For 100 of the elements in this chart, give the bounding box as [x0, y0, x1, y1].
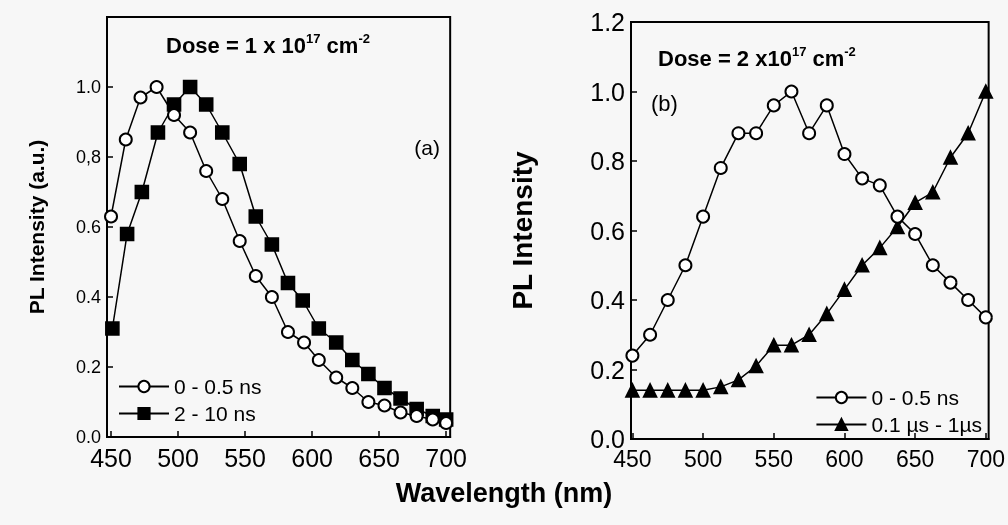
point	[248, 269, 263, 283]
point	[183, 125, 198, 140]
point	[872, 178, 887, 193]
point	[149, 80, 164, 94]
point	[961, 293, 976, 307]
x-tick-label: 550	[754, 445, 793, 472]
x-tick-label: 600	[825, 445, 864, 472]
point	[328, 335, 344, 350]
point	[978, 310, 993, 325]
point	[377, 398, 392, 413]
legend-label: 0 - 0.5 ns	[871, 386, 959, 409]
point	[925, 184, 941, 200]
point	[439, 416, 454, 430]
x-tick-label: 550	[224, 443, 266, 472]
point	[696, 209, 711, 224]
point	[280, 325, 295, 339]
annotation: (b)	[651, 90, 678, 116]
point	[801, 327, 817, 343]
point	[425, 412, 440, 427]
point	[766, 98, 781, 113]
point	[232, 234, 247, 248]
x-tick-label: 700	[966, 445, 1005, 472]
point	[248, 209, 264, 224]
x-tick-label: 650	[358, 443, 400, 472]
point	[925, 258, 940, 273]
point	[297, 335, 312, 350]
point	[890, 209, 905, 224]
point	[695, 383, 711, 398]
y-axis-title: PL Intensity (a.u.)	[25, 139, 48, 315]
point	[361, 395, 376, 409]
y-tick-label: 0.4	[75, 287, 101, 307]
point	[393, 405, 408, 420]
point	[264, 290, 279, 304]
y-tick-label: 0.2	[75, 357, 101, 377]
point	[150, 125, 166, 140]
point	[345, 381, 360, 395]
point	[625, 348, 640, 363]
point	[105, 321, 120, 336]
point	[232, 156, 248, 172]
point	[943, 275, 958, 290]
point	[837, 282, 852, 297]
y-tick-label: 0.6	[590, 216, 625, 245]
point	[311, 353, 326, 367]
point	[377, 380, 392, 396]
point	[802, 126, 817, 141]
legend-label: 2 - 10 ns	[174, 402, 256, 425]
point	[198, 97, 214, 112]
y-tick-label: 0.6	[75, 217, 101, 237]
point	[214, 125, 230, 140]
x-tick-label: 650	[895, 445, 935, 472]
point	[119, 226, 135, 242]
point	[643, 327, 658, 342]
point	[264, 237, 280, 252]
point	[678, 383, 693, 398]
point	[784, 84, 799, 99]
point	[819, 306, 835, 322]
y-tick-label: 0.2	[590, 355, 625, 384]
point	[329, 370, 344, 385]
x-tick-label: 500	[683, 445, 723, 472]
point	[854, 257, 870, 273]
y-tick-label: 0.4	[590, 286, 626, 314]
point	[907, 195, 923, 210]
point	[872, 240, 888, 256]
x-tick-label: 500	[157, 443, 199, 472]
point	[182, 79, 198, 95]
point	[713, 160, 728, 175]
point	[908, 226, 923, 241]
y-tick-label: 0.8	[590, 147, 625, 175]
point	[855, 171, 870, 186]
x-tick-label: 700	[425, 443, 467, 472]
point	[167, 108, 182, 122]
point	[345, 352, 360, 368]
y-tick-label: 0,8	[75, 147, 101, 167]
point	[361, 366, 376, 382]
point	[819, 98, 834, 113]
point	[311, 321, 327, 336]
point	[118, 132, 133, 147]
point	[104, 209, 119, 224]
y-axis-title: PL Intensity	[506, 150, 538, 310]
point	[713, 379, 729, 395]
point	[134, 184, 150, 200]
legend-label: 0.1 µs - 1µs	[871, 413, 983, 436]
point	[409, 409, 424, 423]
point	[978, 84, 994, 99]
point	[678, 258, 693, 273]
point	[837, 147, 852, 162]
point	[625, 383, 640, 398]
point	[280, 275, 296, 291]
annotation: (a)	[414, 136, 441, 159]
point	[199, 164, 214, 178]
point	[393, 391, 408, 406]
x-tick-label: 600	[291, 443, 333, 472]
point	[295, 293, 311, 308]
point	[748, 358, 764, 374]
point	[960, 125, 976, 141]
x-axis-title: Wavelength (nm)	[394, 478, 614, 509]
y-tick-label: 1.2	[590, 8, 625, 36]
legend-label: 0 - 0.5 ns	[174, 375, 262, 398]
point	[133, 90, 148, 105]
point	[660, 383, 676, 398]
